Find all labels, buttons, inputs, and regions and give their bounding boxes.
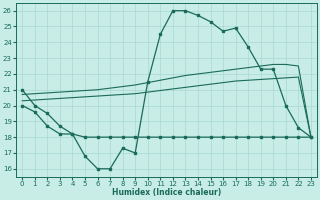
- X-axis label: Humidex (Indice chaleur): Humidex (Indice chaleur): [112, 188, 221, 197]
